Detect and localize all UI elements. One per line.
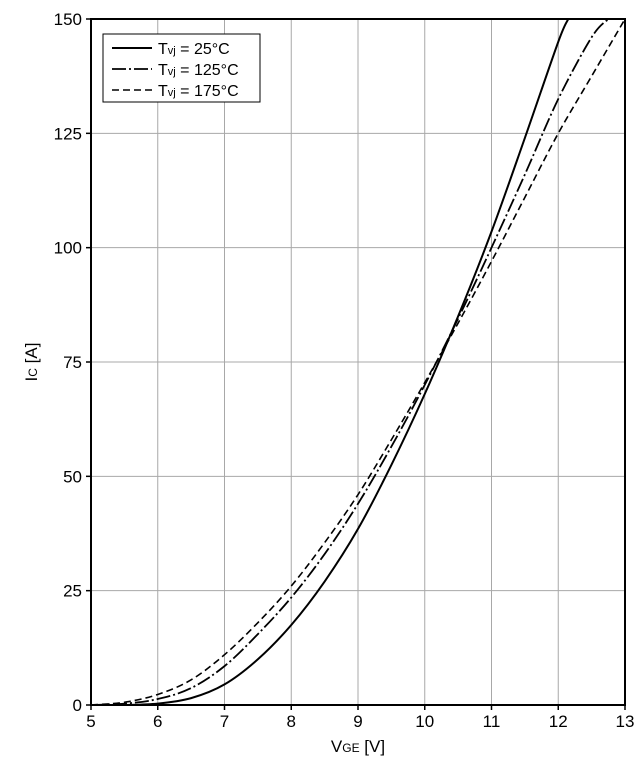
y-tick-label-6: 150 [54, 10, 82, 29]
legend-label-0: Tvj = 25°C [158, 41, 230, 58]
x-tick-label-7: 12 [549, 712, 568, 731]
x-tick-label-8: 13 [616, 712, 635, 731]
x-tick-label-5: 10 [415, 712, 434, 731]
y-axis-label-unit: [A] [22, 343, 41, 369]
x-tick-label-0: 5 [86, 712, 95, 731]
y-tick-label-4: 100 [54, 239, 82, 258]
y-tick-label-5: 125 [54, 124, 82, 143]
y-tick-label-2: 50 [63, 467, 82, 486]
legend-label-2-rest: = 175°C [176, 83, 239, 100]
series-line-0 [91, 19, 570, 705]
series-line-1 [91, 19, 609, 705]
x-axis-label: VGE [V] [331, 737, 385, 756]
x-tick-label-6: 11 [483, 712, 501, 731]
grid [91, 19, 625, 705]
legend-label-1-rest: = 125°C [176, 62, 239, 79]
x-tick-label-3: 8 [287, 712, 296, 731]
legend-label-1-main: T [158, 62, 168, 79]
series-line-2 [91, 19, 625, 705]
y-axis-label-main: I [22, 377, 41, 382]
y-axis-label-sub: C [26, 368, 40, 377]
y-tick-label-3: 75 [63, 353, 82, 372]
legend-label-0-main: T [158, 41, 168, 58]
x-axis-label-sub: GE [342, 741, 359, 755]
tick-marks [86, 18, 626, 710]
x-tick-labels: 5 6 7 8 9 10 11 12 13 [86, 712, 634, 731]
legend-label-1: Tvj = 125°C [158, 62, 239, 79]
legend-label-2-sub: vj [168, 87, 176, 99]
x-axis-label-unit: [V] [360, 737, 386, 756]
legend-label-1-sub: vj [168, 66, 176, 78]
legend: Tvj = 25°C Tvj = 125°C Tvj = 175°C [102, 33, 261, 103]
x-tick-label-1: 6 [153, 712, 162, 731]
legend-label-2: Tvj = 175°C [158, 83, 239, 100]
x-tick-label-2: 7 [220, 712, 229, 731]
series-group [91, 19, 625, 705]
y-axis-label: IC [A] [22, 343, 41, 382]
y-tick-labels: 0 25 50 75 100 125 150 [54, 10, 82, 715]
x-tick-label-4: 9 [353, 712, 362, 731]
x-axis-label-main: V [331, 737, 343, 756]
y-tick-label-0: 0 [73, 696, 82, 715]
legend-label-0-sub: vj [168, 45, 176, 57]
legend-label-0-rest: = 25°C [176, 41, 230, 58]
y-tick-label-1: 25 [63, 582, 82, 601]
legend-label-2-main: T [158, 83, 168, 100]
